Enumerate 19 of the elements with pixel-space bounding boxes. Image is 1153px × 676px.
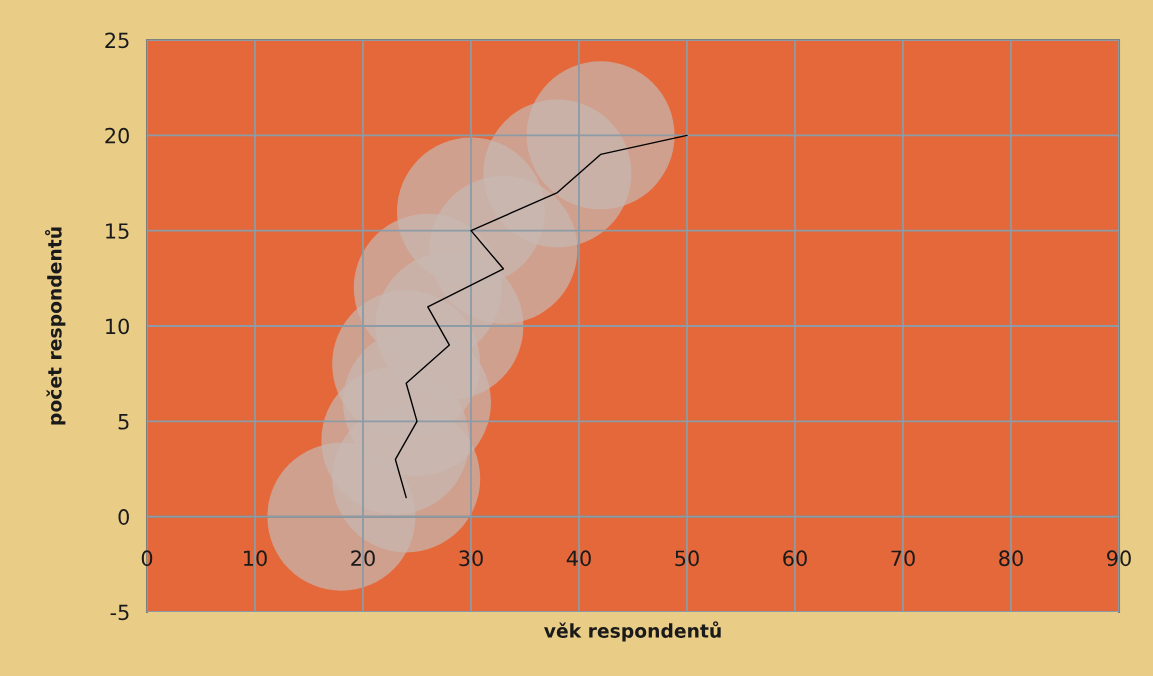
y-tick-label: 15 <box>106 223 129 239</box>
x-tick-label: 70 <box>891 550 915 567</box>
y-axis-title: počet respondentů <box>44 227 66 425</box>
x-axis-title: věk respondentů <box>544 621 721 642</box>
y-tick-label: -5 <box>110 604 129 621</box>
x-tick-label: 40 <box>566 550 591 567</box>
y-tick-label: 20 <box>105 127 129 144</box>
y-tick-label: 25 <box>105 32 129 49</box>
x-tick-label: 30 <box>459 550 483 567</box>
x-tick-label: 60 <box>783 550 807 567</box>
x-tick-label: 90 <box>1107 550 1131 567</box>
x-tick-label: 80 <box>999 550 1023 567</box>
x-tick-label: 0 <box>141 550 153 567</box>
x-tick-label: 10 <box>244 550 267 567</box>
y-tick-label: 5 <box>118 414 129 430</box>
x-tick-label: 20 <box>351 550 375 567</box>
y-tick-label: 10 <box>106 318 129 335</box>
y-tick-label: 0 <box>118 509 129 525</box>
x-tick-label: 50 <box>675 550 699 567</box>
